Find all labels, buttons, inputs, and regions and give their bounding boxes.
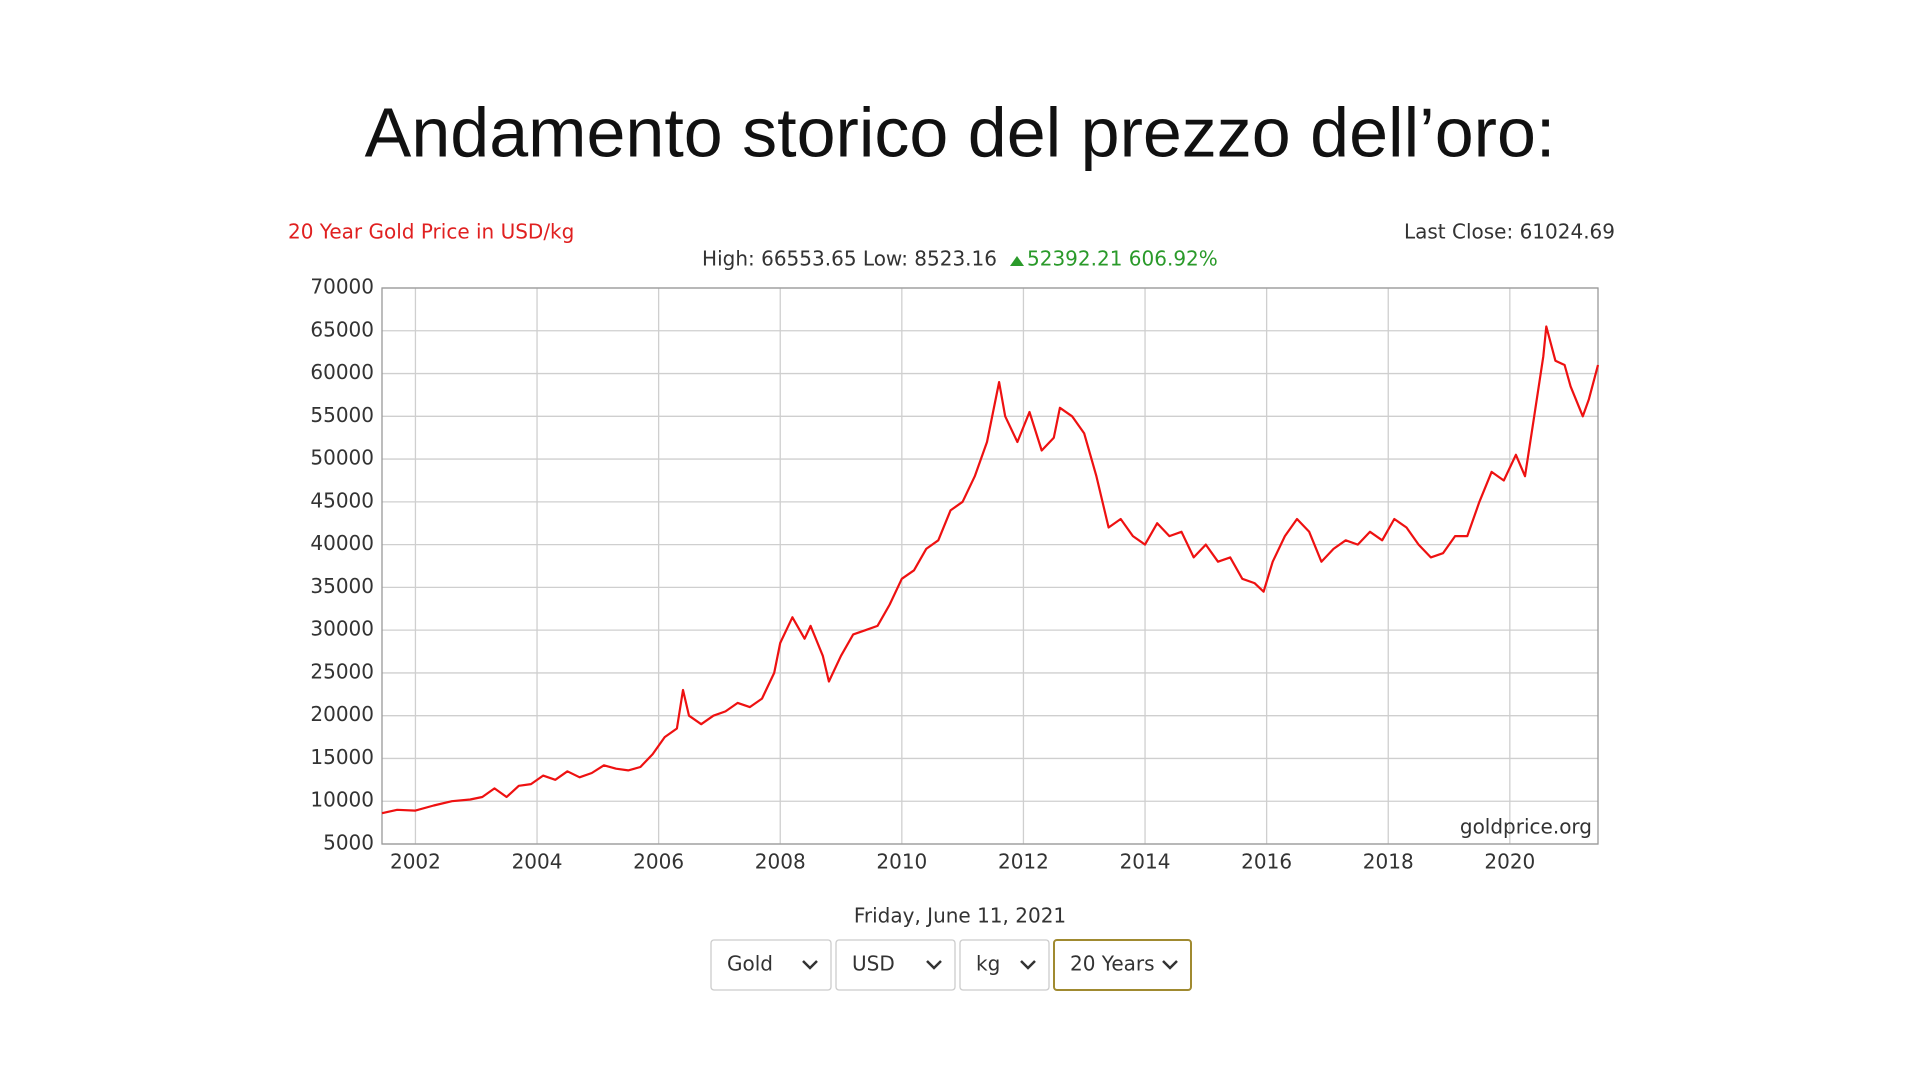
dropdown-box[interactable]: [1053, 939, 1192, 991]
dropdown-label[interactable]: kg: [976, 952, 1000, 976]
last-close: Last Close: 61024.69: [1404, 220, 1615, 244]
y-tick-label: 20000: [310, 702, 374, 726]
x-tick-label: 2008: [755, 850, 806, 874]
y-tick-label: 65000: [310, 317, 374, 341]
date: Friday, June 11, 2021: [854, 904, 1066, 928]
y-tick-label: 40000: [310, 531, 374, 555]
y-tick-label: 25000: [310, 659, 374, 683]
dropdown-chevron[interactable]: [1020, 960, 1036, 970]
x-tick-label: 2020: [1484, 850, 1535, 874]
slide-title: Andamento storico del prezzo dell’oro:: [365, 93, 1556, 171]
dropdown-box[interactable]: [959, 939, 1050, 991]
x-tick-label: 2004: [512, 850, 563, 874]
dropdown[interactable]: 20 Years: [1053, 939, 1192, 991]
dropdown-label[interactable]: Gold: [727, 952, 773, 976]
x-tick-label: 2014: [1120, 850, 1171, 874]
x-tick-label: 2018: [1363, 850, 1414, 874]
watermark: goldprice.org: [1460, 815, 1592, 839]
dropdown[interactable]: USD: [835, 939, 956, 991]
y-tick-label: 35000: [310, 574, 374, 598]
dropdown[interactable]: Gold: [710, 939, 832, 991]
y-tick-label: 45000: [310, 488, 374, 512]
x-tick-label: 2016: [1241, 850, 1292, 874]
dropdown-box[interactable]: [835, 939, 956, 991]
plot-frame: [381, 287, 1599, 845]
y-tick-label: 60000: [310, 360, 374, 384]
x-tick-label: 2006: [633, 850, 684, 874]
x-tick-label: 2012: [998, 850, 1049, 874]
dropdown-chevron[interactable]: [802, 960, 818, 970]
x-tick-label: 2010: [876, 850, 927, 874]
y-tick-label: 50000: [310, 446, 374, 470]
y-tick-label: 10000: [310, 788, 374, 812]
change: 52392.21 606.92%: [1027, 247, 1218, 271]
y-tick-label: 15000: [310, 745, 374, 769]
dropdown-box[interactable]: [710, 939, 832, 991]
dropdown-label[interactable]: USD: [852, 952, 895, 976]
y-tick-label: 55000: [310, 403, 374, 427]
summary: High: 66553.65 Low: 8523.16: [702, 247, 997, 271]
dropdown-chevron[interactable]: [1162, 960, 1178, 970]
dropdown-label[interactable]: 20 Years: [1070, 952, 1155, 976]
y-tick-label: 30000: [310, 617, 374, 641]
x-tick-label: 2002: [390, 850, 441, 874]
chart-title: 20 Year Gold Price in USD/kg: [288, 220, 574, 244]
up-arrow: [1010, 256, 1024, 266]
dropdown[interactable]: kg: [959, 939, 1050, 991]
y-tick-label: 70000: [310, 275, 374, 299]
price-line: [381, 325, 1600, 815]
y-tick-label: 5000: [323, 831, 374, 855]
dropdown-chevron[interactable]: [926, 960, 942, 970]
